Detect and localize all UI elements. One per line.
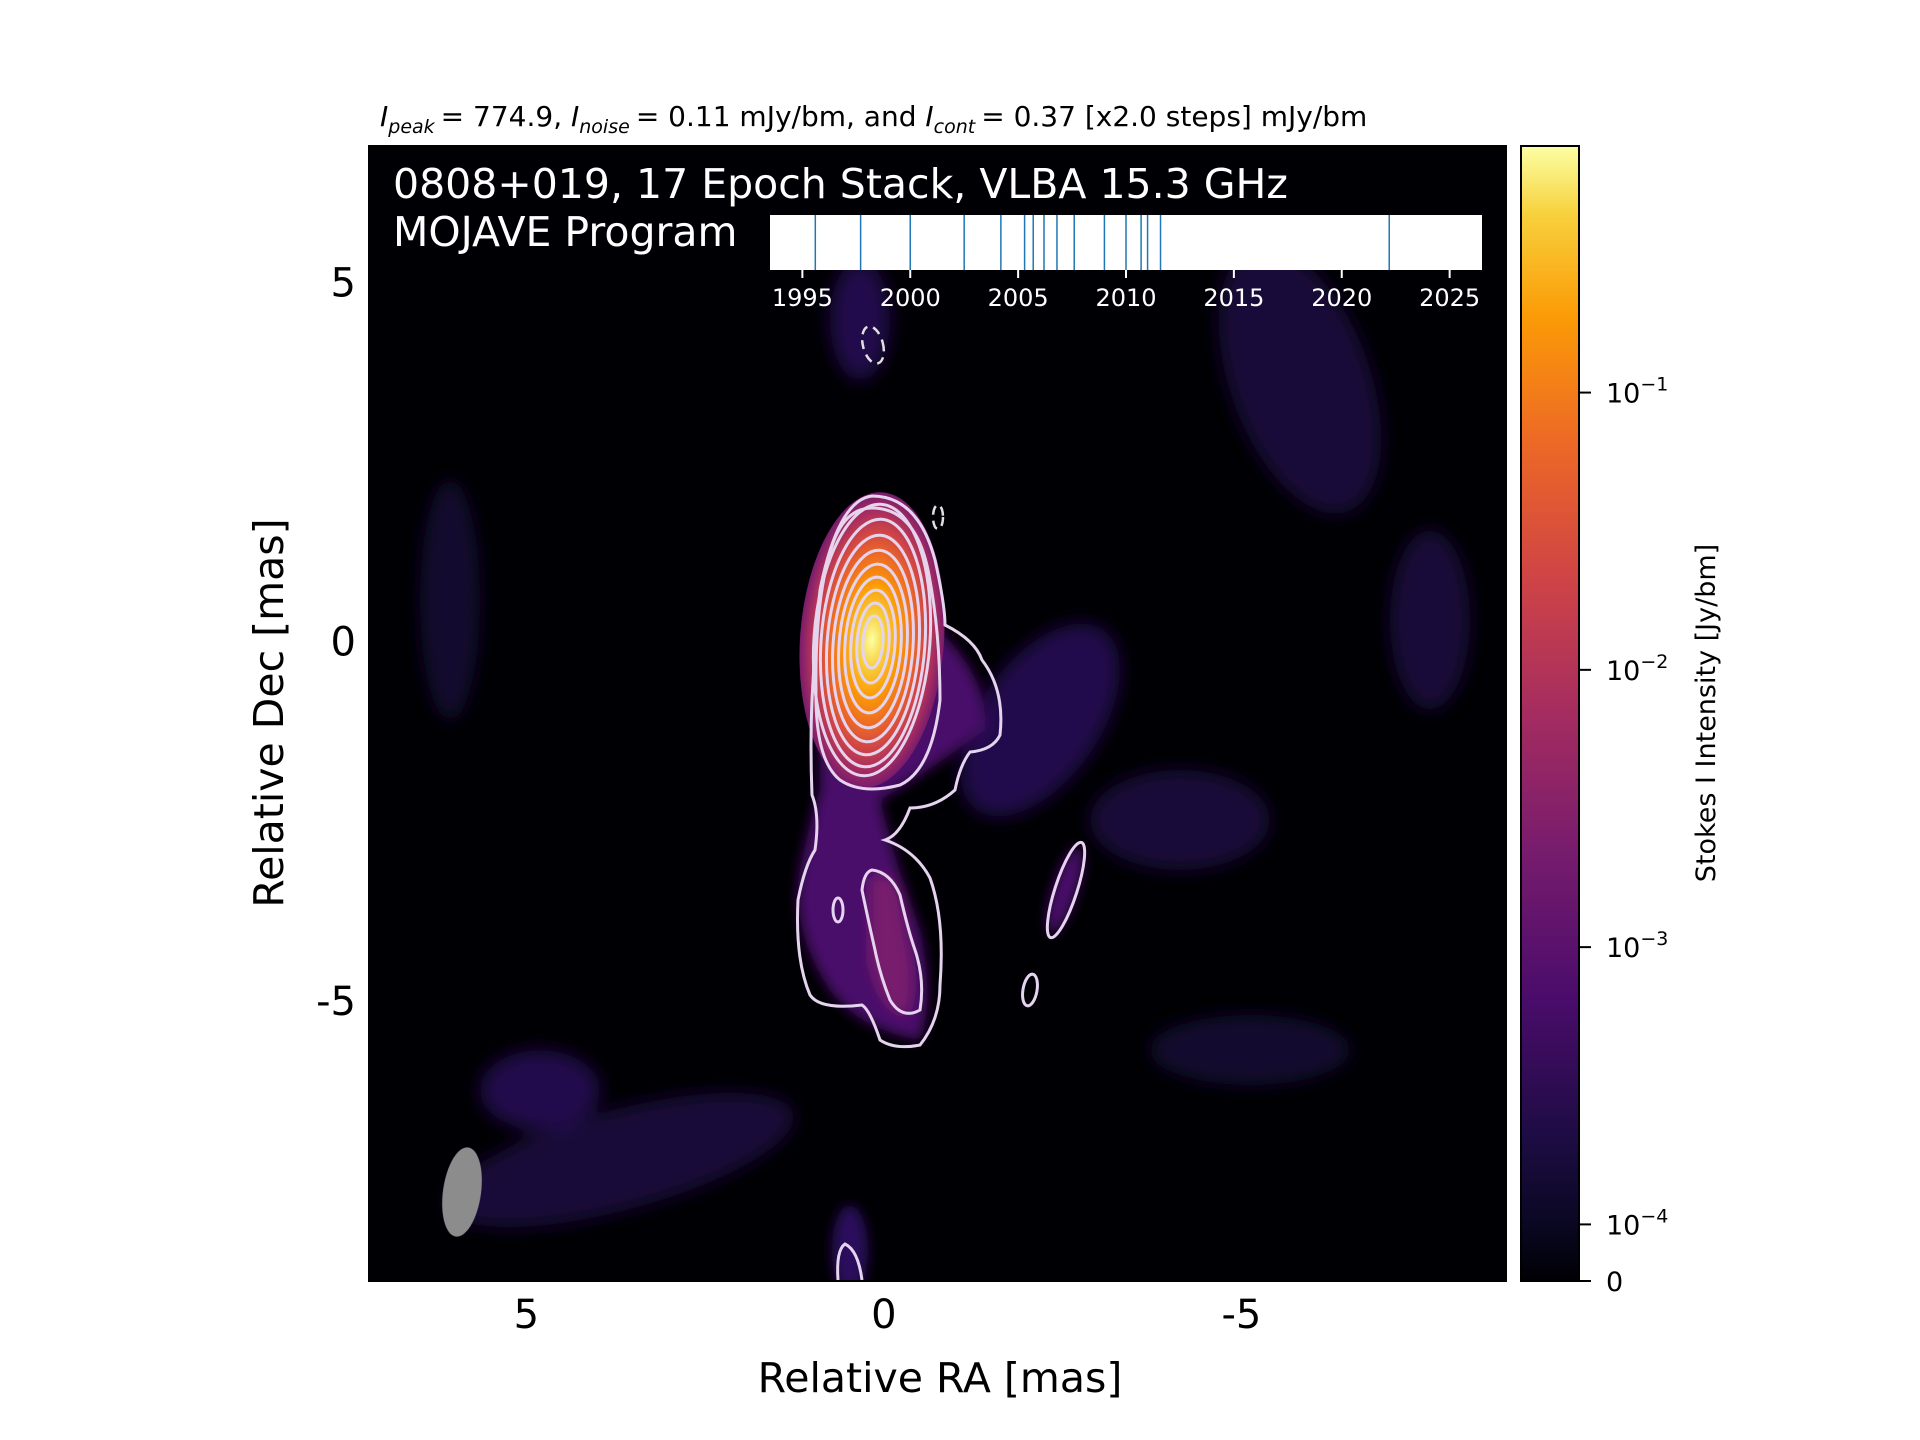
contour-islet — [831, 896, 845, 924]
timeline-tick-label: 2010 — [1095, 284, 1156, 312]
contour-ring — [855, 601, 891, 685]
y-tick-label: -5 — [316, 979, 356, 1025]
colorbar-tick-label: 10−1 — [1606, 374, 1668, 410]
contour-ring — [831, 548, 915, 744]
timeline-epochs — [814, 215, 1390, 270]
colorbar-tick-label: 10−2 — [1606, 651, 1668, 687]
contour-islet — [1045, 840, 1087, 940]
y-axis: 5 0 -5 — [316, 260, 356, 1024]
timeline-ticks: 1995 2000 2005 2010 2015 2020 2025 — [772, 270, 1480, 312]
timeline-tick-label: 2005 — [988, 284, 1049, 312]
contour-ring — [837, 562, 909, 730]
colorbar-ticks: 0 10−4 10−3 10−2 10−1 — [1579, 374, 1668, 1298]
colorbar-tick-label: 0 — [1606, 1267, 1623, 1298]
epoch-timeline: 1995 2000 2005 2010 2015 2020 2025 — [770, 215, 1482, 312]
contour-ring — [860, 868, 924, 1015]
contour-islet — [1021, 972, 1039, 1008]
y-tick-label: 5 — [331, 260, 356, 306]
x-axis: 5 0 -5 — [514, 1292, 1262, 1338]
contour-ring — [811, 502, 933, 778]
beam-ellipse — [442, 1147, 482, 1237]
image-stats-header: Ipeak = 774.9, Inoise = 0.11 mJy/bm, and I… — [380, 100, 1367, 138]
timeline-tick-label: 1995 — [772, 284, 833, 312]
panel-title-line2: MOJAVE Program — [393, 208, 737, 256]
contour-ring — [861, 614, 885, 670]
timeline-tick-label: 2015 — [1203, 284, 1264, 312]
colorbar — [1520, 145, 1580, 1282]
colorbar-tick-label: 10−4 — [1606, 1205, 1668, 1241]
timeline-tick-label: 2000 — [880, 284, 941, 312]
contour-ring — [824, 533, 922, 757]
contour-ring — [849, 588, 897, 700]
intensity-map: 0808+019, 17 Epoch Stack, VLBA 15.3 GHz … — [369, 146, 1506, 1281]
contours — [796, 494, 1087, 1281]
outer-contour — [796, 494, 1003, 1049]
x-tick-label: 0 — [871, 1292, 896, 1338]
x-tick-label: 5 — [514, 1292, 539, 1338]
x-axis-label: Relative RA [mas] — [758, 1354, 1123, 1402]
colorbar-label: Stokes I Intensity [Jy/bm] — [1691, 544, 1722, 882]
y-tick-label: 0 — [331, 620, 356, 666]
timeline-tick-label: 2025 — [1419, 284, 1480, 312]
contour-islet — [836, 1242, 864, 1281]
background-noise — [420, 246, 1470, 1228]
timeline-tick-label: 2020 — [1311, 284, 1372, 312]
y-axis-label: Relative Dec [mas] — [245, 518, 293, 907]
map-frame — [368, 145, 1507, 1282]
colorbar-tick-label: 10−3 — [1606, 928, 1668, 964]
contour-ring — [843, 575, 903, 715]
contour-ring — [818, 517, 928, 769]
x-tick-label: -5 — [1221, 1292, 1261, 1338]
panel-title-line1: 0808+019, 17 Epoch Stack, VLBA 15.3 GHz — [393, 160, 1288, 208]
negative-contours — [860, 325, 945, 531]
